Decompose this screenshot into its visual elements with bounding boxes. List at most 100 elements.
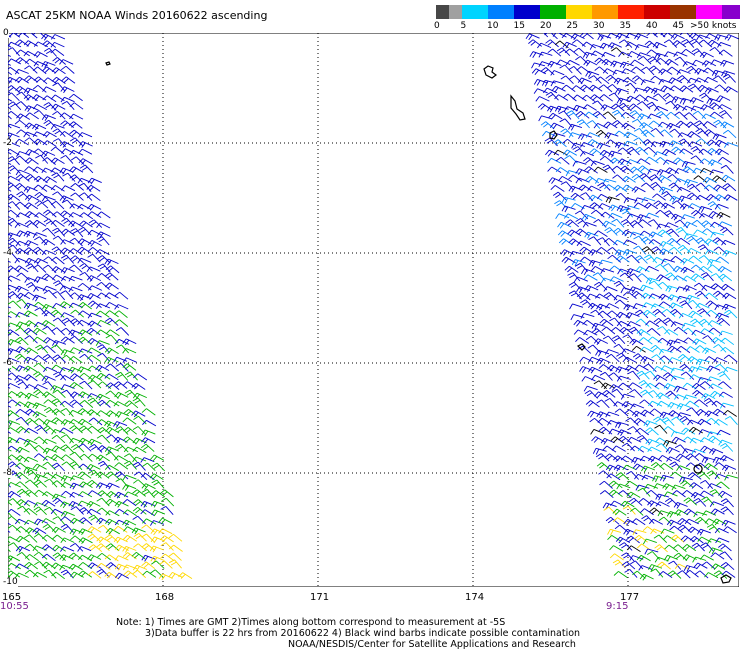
wind-barb <box>636 158 651 165</box>
wind-barb <box>141 437 156 444</box>
wind-barb <box>43 209 57 218</box>
wind-barb <box>104 373 119 381</box>
wind-barb <box>59 301 74 308</box>
wind-barb <box>697 308 711 317</box>
wind-barb <box>667 345 682 353</box>
legend-tick-label: 20 <box>540 21 552 31</box>
wind-barb <box>674 56 688 66</box>
wind-barb <box>584 166 598 174</box>
wind-barb <box>60 254 75 264</box>
wind-barb <box>8 275 21 281</box>
wind-barb <box>572 104 587 112</box>
wind-barb <box>8 180 11 184</box>
wind-barb <box>589 44 604 50</box>
legend-color-swatch <box>436 5 449 19</box>
wind-barb <box>671 484 686 491</box>
wind-barb <box>132 461 146 471</box>
wind-barb <box>714 203 729 210</box>
wind-barb <box>721 174 736 182</box>
wind-barb <box>647 500 662 507</box>
wind-barb <box>602 111 617 120</box>
wind-barb <box>655 501 670 507</box>
wind-barb <box>602 164 616 174</box>
wind-barb <box>33 473 48 481</box>
wind-barb <box>594 293 610 300</box>
wind-barb <box>78 158 93 165</box>
wind-barb <box>531 62 546 69</box>
wind-barb <box>692 167 707 174</box>
wind-barb <box>24 443 38 452</box>
wind-barb <box>158 517 173 525</box>
wind-barb <box>132 456 147 463</box>
wind-barb <box>617 490 632 499</box>
wind-barb <box>657 561 671 570</box>
wind-barb <box>708 383 723 390</box>
wind-barb <box>609 384 624 391</box>
wind-barb <box>648 455 663 463</box>
wind-barb <box>710 552 725 560</box>
wind-barb <box>25 282 39 292</box>
wind-barb <box>96 211 111 219</box>
wind-barb <box>631 345 646 353</box>
wind-barb <box>614 249 629 257</box>
legend-tick-label: 15 <box>513 21 525 31</box>
wind-barb <box>616 375 631 382</box>
left-swath-time: 10:55 <box>0 601 29 612</box>
wind-barb <box>612 508 627 516</box>
wind-barb <box>105 329 120 337</box>
wind-barb <box>720 506 734 516</box>
wind-barb <box>582 221 597 228</box>
wind-barb <box>541 130 557 137</box>
wind-barb <box>713 246 728 255</box>
wind-barb <box>654 263 669 273</box>
wind-barb <box>589 148 604 156</box>
wind-barb <box>24 105 39 113</box>
wind-barb <box>684 112 698 121</box>
wind-barb <box>652 93 667 102</box>
wind-barb <box>15 346 30 353</box>
wind-barb <box>583 385 598 392</box>
wind-barb <box>59 367 74 373</box>
wind-barb <box>43 119 57 129</box>
wind-barb <box>79 380 93 390</box>
wind-barb <box>640 409 655 417</box>
wind-barb <box>680 266 695 274</box>
wind-barb <box>14 68 29 75</box>
wind-barb <box>605 303 620 309</box>
wind-barb <box>41 238 56 246</box>
wind-barb <box>528 39 542 47</box>
wind-barb <box>724 474 739 481</box>
wind-barb <box>612 69 627 76</box>
wind-barb <box>607 84 621 93</box>
wind-barb <box>23 186 38 193</box>
wind-barb <box>96 517 111 525</box>
wind-barb <box>706 309 720 318</box>
wind-barb <box>659 355 673 364</box>
wind-barb <box>701 393 716 400</box>
wind-barb <box>581 376 596 382</box>
wind-barb <box>619 272 634 281</box>
wind-barb <box>638 565 653 571</box>
wind-barb <box>8 382 21 389</box>
wind-barb <box>77 443 92 452</box>
wind-barb <box>548 112 563 120</box>
wind-barb <box>86 184 101 192</box>
note-line-2: 3)Data buffer is 22 hrs from 20160622 4)… <box>145 628 581 639</box>
wind-barb <box>547 166 562 173</box>
wind-barb <box>626 159 641 165</box>
wind-barb <box>611 445 626 452</box>
wind-barb <box>50 41 65 48</box>
wind-barb <box>672 40 687 48</box>
wind-barb <box>51 480 66 488</box>
wind-barb <box>637 445 652 452</box>
wind-barb <box>722 249 737 257</box>
wind-barb <box>550 80 565 87</box>
wind-barb <box>14 481 29 490</box>
wind-barb <box>24 75 39 83</box>
wind-barb <box>68 329 83 337</box>
wind-barb <box>676 345 691 354</box>
wind-barb <box>115 371 129 381</box>
wind-barb <box>32 402 47 410</box>
wind-barb <box>632 303 647 310</box>
wind-barb <box>33 506 47 516</box>
